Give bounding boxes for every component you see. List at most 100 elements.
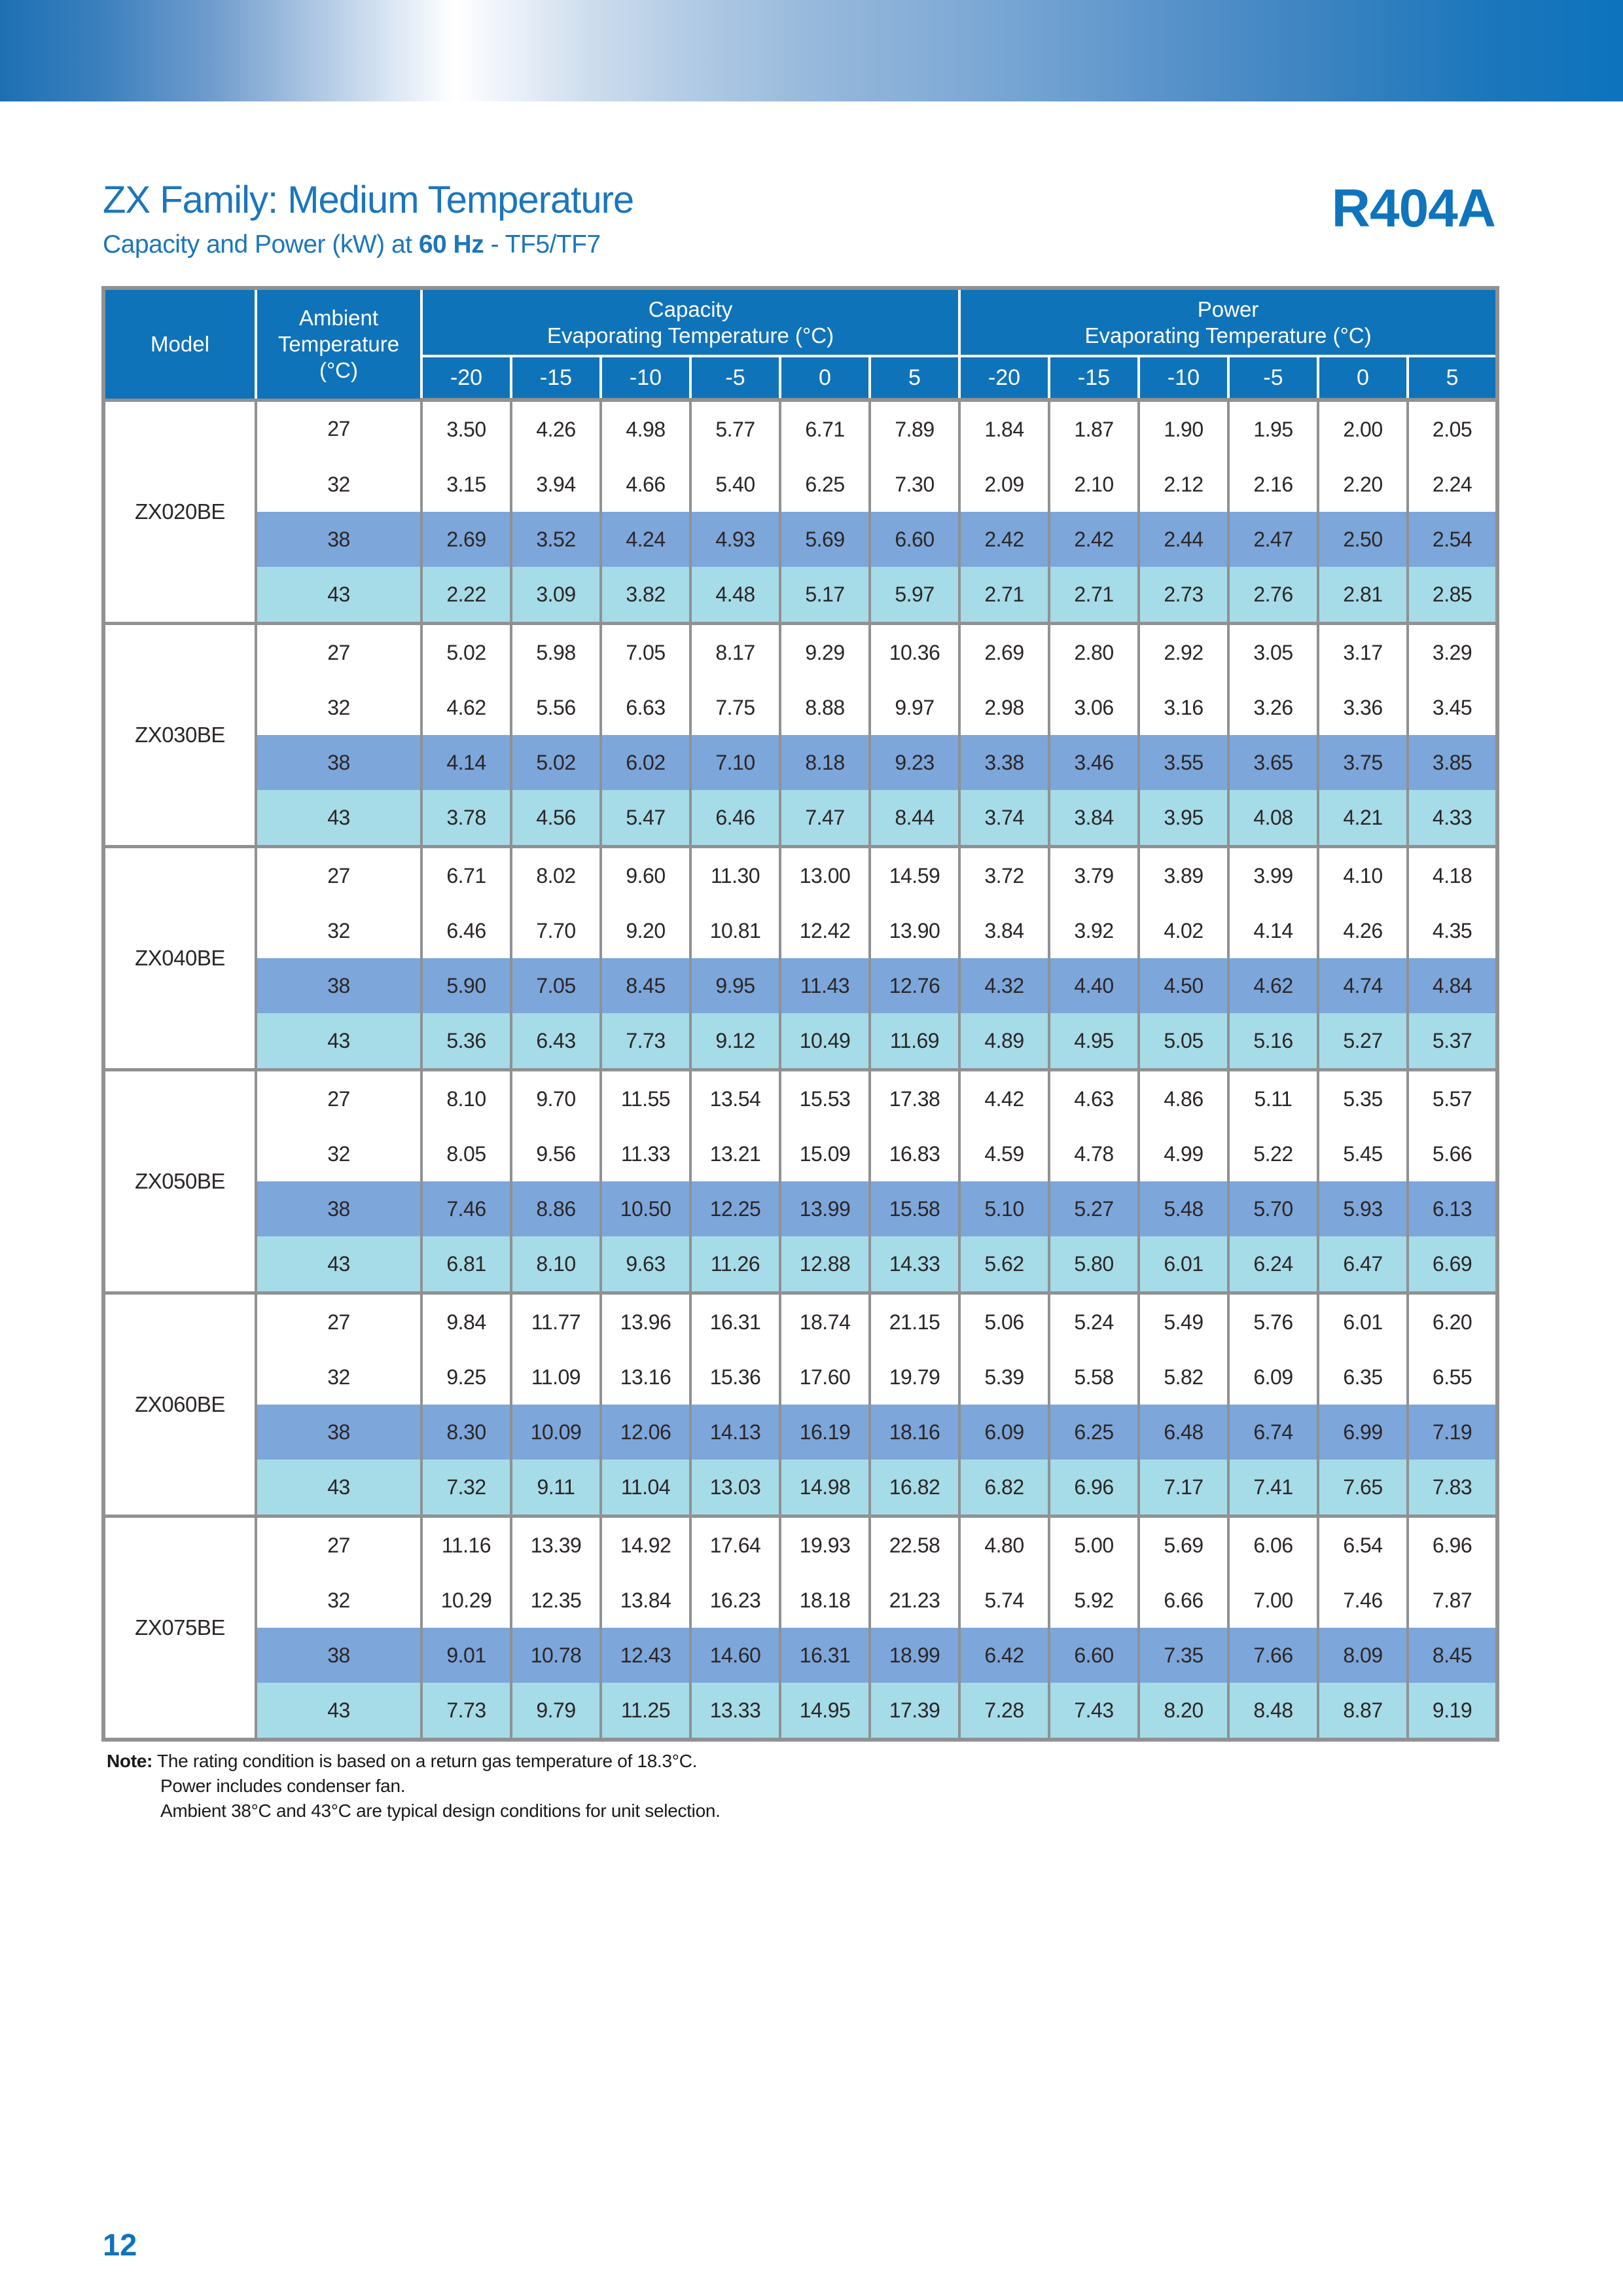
power-cell: 8.45 xyxy=(1408,1628,1498,1683)
column-header-model: Model xyxy=(103,288,257,400)
capacity-cell: 10.81 xyxy=(690,903,781,958)
power-cell: 6.35 xyxy=(1318,1350,1409,1405)
power-cell: 7.46 xyxy=(1318,1573,1409,1628)
power-cell: 6.20 xyxy=(1408,1291,1498,1350)
evap-temp-header: 0 xyxy=(780,356,871,402)
table-row: 32 8.05 9.56 11.33 13.21 15.09 16.83 4.59 4.78 4.… xyxy=(103,1126,1498,1181)
capacity-cell: 6.43 xyxy=(511,1013,602,1070)
power-cell: 3.84 xyxy=(959,903,1050,958)
capacity-cell: 9.01 xyxy=(421,1628,512,1683)
power-cell: 3.84 xyxy=(1049,790,1140,847)
power-cell: 6.55 xyxy=(1408,1350,1498,1405)
power-cell: 5.22 xyxy=(1228,1126,1319,1181)
power-cell: 6.54 xyxy=(1318,1515,1409,1573)
capacity-cell: 7.32 xyxy=(421,1460,512,1516)
note-line: Ambient 38°C and 43°C are typical design… xyxy=(160,1801,721,1821)
power-cell: 2.20 xyxy=(1318,457,1409,512)
capacity-cell: 5.02 xyxy=(511,735,602,790)
ambient-cell: 38 xyxy=(256,735,423,790)
subtitle-frequency: 60 Hz xyxy=(418,230,484,259)
table-row: 43 7.32 9.11 11.04 13.03 14.98 16.82 6.82 6.96 7.… xyxy=(103,1460,1498,1516)
table-row: 43 6.81 8.10 9.63 11.26 12.88 14.33 5.62 5.80 6.0… xyxy=(103,1236,1498,1293)
power-cell: 3.36 xyxy=(1318,680,1409,735)
power-cell: 3.85 xyxy=(1408,735,1498,790)
model-cell: ZX030BE xyxy=(103,622,257,847)
capacity-cell: 10.49 xyxy=(780,1013,871,1070)
capacity-cell: 5.98 xyxy=(511,622,602,680)
capacity-cell: 12.42 xyxy=(780,903,871,958)
power-cell: 5.27 xyxy=(1318,1013,1409,1070)
power-cell: 4.33 xyxy=(1408,790,1498,847)
note-text: The rating condition is based on a retur… xyxy=(157,1751,698,1771)
capacity-cell: 13.16 xyxy=(601,1350,692,1405)
capacity-cell: 17.60 xyxy=(780,1350,871,1405)
evap-temp-header: -10 xyxy=(601,356,692,402)
capacity-cell: 13.99 xyxy=(780,1181,871,1236)
evap-temp-header: -15 xyxy=(511,356,602,402)
table-row: 32 9.25 11.09 13.16 15.36 17.60 19.79 5.39 5.58 5… xyxy=(103,1350,1498,1405)
power-cell: 2.05 xyxy=(1408,398,1498,457)
power-cell: 2.76 xyxy=(1228,567,1319,624)
power-cell: 6.42 xyxy=(959,1628,1050,1683)
power-cell: 4.10 xyxy=(1318,845,1409,903)
capacity-cell: 5.47 xyxy=(601,790,692,847)
power-cell: 3.46 xyxy=(1049,735,1140,790)
model-cell: ZX040BE xyxy=(103,845,257,1070)
power-cell: 7.17 xyxy=(1139,1460,1230,1516)
power-cell: 6.25 xyxy=(1049,1405,1140,1460)
capacity-cell: 12.25 xyxy=(690,1181,781,1236)
capacity-cell: 8.88 xyxy=(780,680,871,735)
capacity-cell: 15.53 xyxy=(780,1068,871,1126)
model-cell: ZX060BE xyxy=(103,1291,257,1516)
capacity-cell: 5.90 xyxy=(421,958,512,1013)
capacity-cell: 14.92 xyxy=(601,1515,692,1573)
power-cell: 4.26 xyxy=(1318,903,1409,958)
power-cell: 5.93 xyxy=(1318,1181,1409,1236)
power-cell: 3.17 xyxy=(1318,622,1409,680)
capacity-cell: 4.62 xyxy=(421,680,512,735)
capacity-cell: 9.29 xyxy=(780,622,871,680)
capacity-cell: 12.43 xyxy=(601,1628,692,1683)
power-cell: 2.81 xyxy=(1318,567,1409,624)
capacity-cell: 6.60 xyxy=(870,512,961,567)
capacity-cell: 10.36 xyxy=(870,622,961,680)
table-row: ZX075BE 27 11.16 13.39 14.92 17.64 19.93 22.58 4… xyxy=(103,1515,1498,1740)
power-cell: 4.78 xyxy=(1049,1126,1140,1181)
power-cell: 3.72 xyxy=(959,845,1050,903)
power-cell: 6.99 xyxy=(1318,1405,1409,1460)
ambient-cell: 43 xyxy=(256,567,423,624)
power-cell: 2.98 xyxy=(959,680,1050,735)
ambient-cell: 38 xyxy=(256,958,423,1013)
capacity-cell: 8.30 xyxy=(421,1405,512,1460)
capacity-cell: 18.74 xyxy=(780,1291,871,1350)
power-cell: 5.80 xyxy=(1049,1236,1140,1293)
ambient-cell: 32 xyxy=(256,1573,423,1628)
power-cell: 3.55 xyxy=(1139,735,1230,790)
ambient-cell: 32 xyxy=(256,1126,423,1181)
capacity-cell: 15.58 xyxy=(870,1181,961,1236)
power-cell: 5.49 xyxy=(1139,1291,1230,1350)
header-evap-temp-row: -20 -15 -10 -5 0 5 -20 -15 -10 -5 0 5 xyxy=(103,356,1498,402)
power-cell: 4.95 xyxy=(1049,1013,1140,1070)
power-cell: 5.82 xyxy=(1139,1350,1230,1405)
table-row: ZX060BE 27 9.84 11.77 13.96 16.31 18.74 21.15 5.… xyxy=(103,1291,1498,1516)
evap-temp-header: -20 xyxy=(959,356,1050,402)
evap-temp-header: 0 xyxy=(1318,356,1409,402)
capacity-cell: 9.60 xyxy=(601,845,692,903)
power-cell: 3.26 xyxy=(1228,680,1319,735)
capacity-cell: 10.50 xyxy=(601,1181,692,1236)
capacity-cell: 13.39 xyxy=(511,1515,602,1573)
table-header: Model Ambient Temperature (°C) Capacity … xyxy=(103,288,1498,402)
capacity-cell: 4.93 xyxy=(690,512,781,567)
power-cell: 2.10 xyxy=(1049,457,1140,512)
capacity-cell: 9.23 xyxy=(870,735,961,790)
capacity-cell: 14.13 xyxy=(690,1405,781,1460)
capacity-cell: 13.96 xyxy=(601,1291,692,1350)
power-cell: 3.29 xyxy=(1408,622,1498,680)
table-row: 32 4.62 5.56 6.63 7.75 8.88 9.97 2.98 3.06 3.16 3.… xyxy=(103,680,1498,735)
power-cell: 2.50 xyxy=(1318,512,1409,567)
capacity-cell: 13.33 xyxy=(690,1683,781,1740)
capacity-cell: 3.15 xyxy=(421,457,512,512)
capacity-cell: 6.46 xyxy=(421,903,512,958)
capacity-cell: 13.03 xyxy=(690,1460,781,1516)
